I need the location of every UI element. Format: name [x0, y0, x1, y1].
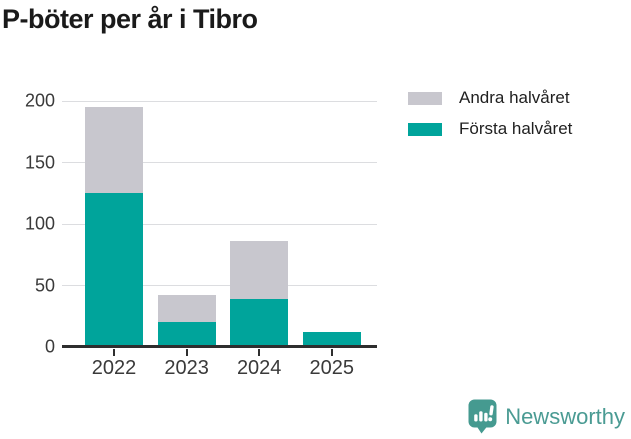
- x-ticks: [62, 348, 377, 357]
- x-axis-line: [62, 345, 377, 348]
- x-tick-mark: [113, 349, 115, 356]
- x-tick-mark: [185, 349, 188, 356]
- gridline: [62, 223, 377, 225]
- bar-segment: [157, 295, 216, 323]
- bar-segment: [157, 322, 216, 347]
- y-axis-labels: 0 50 100 150 200: [0, 91, 55, 357]
- chart-title: P-böter per år i Tibro: [2, 4, 258, 34]
- y-tick-label: 100: [24, 213, 55, 234]
- x-tick-mark: [258, 349, 261, 356]
- legend-item: Andra halvåret: [408, 88, 572, 108]
- x-tick-label: 2025: [309, 357, 355, 379]
- bar-segment: [230, 241, 289, 300]
- legend-item: Första halvåret: [408, 119, 572, 139]
- legend-label: Första halvåret: [459, 119, 573, 138]
- x-tick-label: 2022: [91, 357, 137, 379]
- bar-segment: [85, 107, 143, 194]
- x-tick-label: 2023: [164, 357, 209, 379]
- x-axis-labels: 2022 2023 2024 2025: [62, 357, 377, 383]
- x-tick-label: 2024: [236, 357, 282, 379]
- gridline: [62, 162, 377, 163]
- x-tick-mark: [330, 349, 333, 356]
- plot-area: [62, 100, 377, 348]
- y-tick-label: 200: [24, 90, 55, 111]
- y-tick-label: 0: [44, 336, 55, 357]
- bar-segment: [302, 332, 361, 347]
- legend: Andra halvåret Första halvåret: [408, 88, 572, 150]
- newsworthy-logo[interactable]: Newsworthy: [468, 399, 625, 434]
- newsworthy-icon: [468, 399, 497, 434]
- legend-swatch: [408, 122, 442, 136]
- bar-segment: [230, 299, 289, 347]
- gridline: [62, 100, 377, 102]
- gridline: [62, 285, 377, 286]
- y-tick-label: 50: [34, 275, 55, 295]
- legend-swatch: [408, 91, 442, 105]
- legend-label: Andra halvåret: [459, 88, 570, 107]
- bar-segment: [85, 193, 143, 347]
- y-tick-label: 150: [24, 152, 55, 172]
- newsworthy-wordmark: Newsworthy: [505, 403, 625, 429]
